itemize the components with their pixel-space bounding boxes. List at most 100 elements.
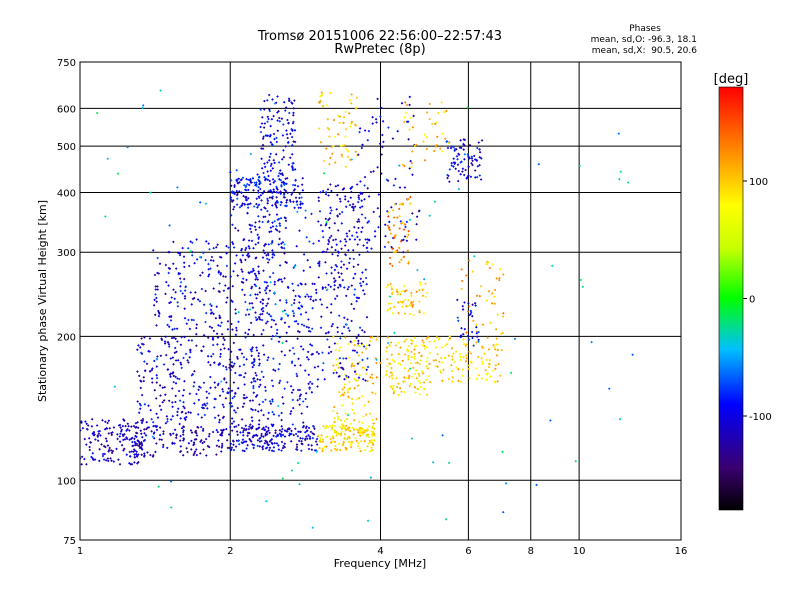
echo-point [139,429,143,432]
echo-point [233,395,236,398]
echo-point [454,167,457,171]
echo-point [300,440,303,443]
echo-point [255,427,258,431]
echo-point [358,373,362,377]
echo-point [289,132,292,136]
echo-point [135,425,138,429]
echo-point [299,203,302,206]
echo-point [325,424,328,428]
echo-point [430,122,434,126]
echo-point [140,432,143,435]
echo-point [353,339,357,342]
echo-point [436,353,439,356]
echo-point [153,298,156,302]
echo-point [399,220,403,223]
echo-point [232,341,236,345]
echo-point [285,199,289,202]
echo-point [496,313,499,316]
echo-point [345,376,348,379]
echo-point [158,312,161,315]
echo-point [169,300,173,304]
echo-point [250,350,253,353]
echo-point [355,428,359,431]
echo-point [260,122,264,125]
echo-point [347,326,350,330]
echo-point [183,316,187,320]
echo-point [301,176,305,180]
echo-point [253,181,256,184]
echo-point [108,427,112,430]
echo-point [85,443,88,446]
echo-point [330,266,333,269]
echo-point [427,374,431,378]
echo-point [390,287,394,291]
echo-point [279,216,283,220]
echo-point [335,448,338,452]
echo-point [350,234,354,237]
echo-point [228,390,232,394]
echo-point [415,215,419,218]
echo-point [260,157,263,161]
echo-point [402,238,405,242]
echo-point [232,199,235,202]
echo-point [90,455,93,459]
echo-point [268,179,271,183]
echo-point [99,434,102,437]
echo-point [377,193,381,196]
echo-point [389,307,392,310]
echo-point [267,258,271,262]
echo-point [405,235,409,239]
echo-point [263,251,267,255]
echo-point [156,271,159,275]
echo-point [177,389,181,393]
echo-point [397,311,400,315]
echo-point [390,206,393,209]
echo-point [263,165,267,169]
echo-point [204,311,208,315]
echo-point [275,140,279,144]
echo-point [232,205,236,209]
echo-point [484,369,487,372]
echo-point [182,277,186,281]
echo-point [238,206,242,209]
echo-point [257,265,260,268]
echo-point [207,262,210,266]
echo-point [271,442,274,446]
echo-point [98,448,101,451]
echo-point [252,205,256,208]
echo-point [297,430,300,433]
echo-point [350,205,354,209]
echo-point [218,282,221,285]
echo-point [216,243,219,246]
echo-point [269,133,272,137]
echo-point [404,289,408,292]
echo-point [346,437,349,441]
echo-point [346,155,350,159]
echo-point [371,376,374,380]
echo-point [224,284,227,287]
echo-point [172,262,175,266]
echo-point [352,257,356,261]
echo-point [130,436,134,440]
echo-point [257,270,260,273]
x-tick-label: 2 [227,546,233,557]
echo-point [189,348,192,351]
echo-point [289,200,292,203]
echo-point [176,410,179,414]
echo-point [263,99,266,103]
echo-point [197,388,200,392]
echo-point [180,426,184,430]
echo-point [305,236,308,239]
echo-point [237,320,240,324]
echo-point [338,346,342,349]
echo-point [236,197,239,200]
echo-point [254,284,258,288]
echo-point [311,352,314,356]
echo-point [298,295,302,299]
echo-point [306,350,310,354]
echo-point [332,238,335,242]
echo-point [497,362,500,366]
echo-point [232,420,236,423]
echo-point [343,238,347,241]
echo-point [462,355,465,359]
